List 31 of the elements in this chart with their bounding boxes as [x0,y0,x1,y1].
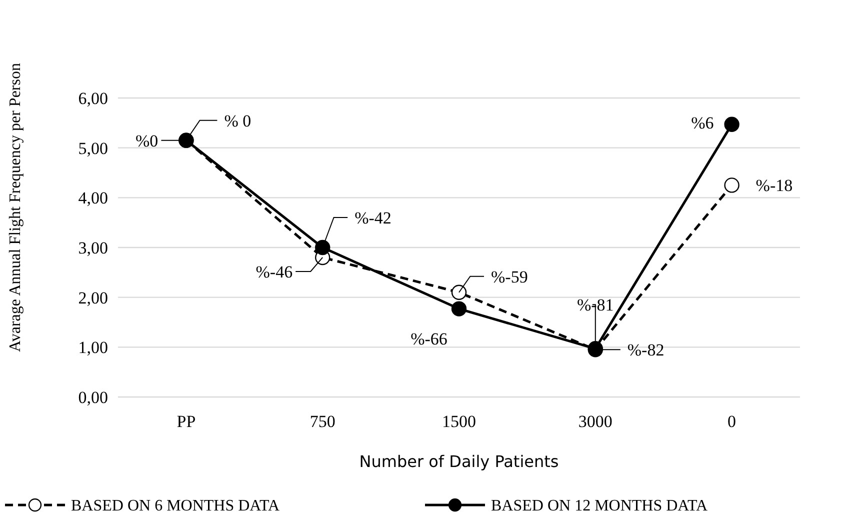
legend-label: BASED ON 12 MONTHS DATA [491,498,708,515]
y-tick-label: 2,00 [78,288,108,308]
annotation: %-18 [756,176,793,196]
point [451,284,467,300]
x-axis-title: Number of Daily Patients [359,452,559,471]
x-tick-label: PP [176,412,196,431]
annotation: %-59 [491,267,528,286]
point [315,240,330,256]
x-tick-label: 1500 [442,412,476,431]
y-tick-label: 4,00 [78,188,108,208]
y-axis-title: Avarage Annual Flight Frequency per Person [7,63,24,352]
annotation: %-81 [576,296,614,315]
annotation: %-46 [256,262,293,282]
annotation: % 0 [224,111,252,130]
y-tick-label: 0,00 [78,388,108,407]
annotation: %-42 [354,208,392,228]
annotation: %6 [691,113,714,132]
legend-label: BASED ON 6 MONTHS DATA [71,498,280,515]
annotation: %-82 [627,340,664,360]
point [724,116,740,132]
x-tick-label: 750 [310,412,336,431]
annotation: %0 [136,131,158,150]
y-tick-label: 3,00 [78,238,108,258]
x-tick-label: 0 [728,412,736,431]
point [451,301,467,316]
y-tick-label: 5,00 [78,138,108,158]
y-tick-label: 1,00 [78,338,108,358]
x-tick-label: 3000 [578,412,612,431]
y-tick-label: 6,00 [78,88,108,108]
annotation: %-66 [410,330,448,349]
point [724,178,740,193]
